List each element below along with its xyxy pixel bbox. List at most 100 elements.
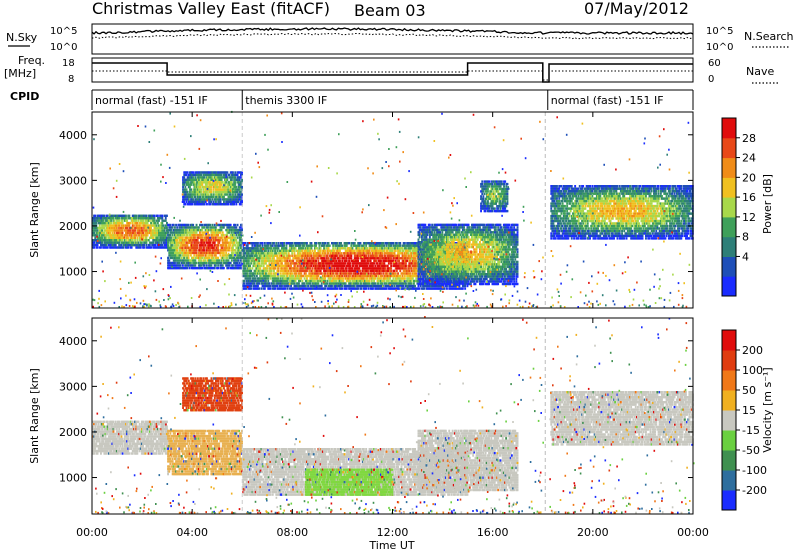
heatmap-cell	[92, 219, 94, 222]
heatmap-cell	[319, 277, 322, 280]
heatmap-cell	[223, 173, 225, 177]
heatmap-cell	[299, 252, 302, 255]
heatmap-cell	[127, 217, 130, 220]
heatmap-cell	[96, 231, 99, 235]
heatmap-cell	[225, 198, 228, 201]
heatmap-cell	[226, 203, 229, 206]
heatmap-cell	[134, 214, 136, 217]
heatmap-cell	[255, 282, 258, 285]
heatmap-cell	[198, 190, 200, 194]
heatmap-cell	[302, 242, 305, 245]
heatmap-cell	[417, 279, 420, 283]
heatmap-cell	[228, 200, 231, 203]
heatmap-cell	[174, 251, 176, 255]
heatmap-cell	[353, 284, 356, 288]
heatmap-cell	[296, 252, 299, 255]
heatmap-cell	[218, 198, 221, 201]
heatmap-cell	[130, 236, 133, 239]
heatmap-cell	[215, 188, 217, 191]
heatmap-cell	[353, 242, 356, 245]
heatmap-cell	[221, 231, 224, 234]
heatmap-cell	[249, 254, 251, 257]
heatmap-cell	[163, 243, 166, 247]
heatmap-cell	[360, 284, 363, 288]
heatmap-cell	[408, 247, 411, 250]
heatmap-cell	[372, 269, 374, 273]
heatmap-cell	[288, 242, 291, 245]
heatmap-cell	[153, 219, 156, 222]
heatmap-cell	[372, 264, 374, 268]
heatmap-cell	[320, 244, 323, 247]
heatmap-cell	[308, 257, 311, 260]
heatmap-cell	[306, 264, 308, 268]
heatmap-cell	[395, 282, 398, 285]
heatmap-cell	[390, 254, 393, 257]
heatmap-cell	[236, 231, 239, 234]
heatmap-cell	[237, 251, 240, 255]
heatmap-cell	[378, 284, 381, 288]
heatmap-cell	[135, 224, 138, 227]
heatmap-cell	[378, 287, 381, 290]
heatmap-cell	[226, 233, 229, 237]
heatmap-cell	[384, 259, 387, 263]
heatmap-cell	[131, 214, 134, 217]
heatmap-cell	[415, 262, 418, 265]
heatmap-cell	[155, 214, 158, 217]
heatmap-cell	[368, 244, 371, 247]
heatmap-cell	[350, 267, 353, 270]
heatmap-cell	[333, 267, 336, 270]
heatmap-cell	[369, 244, 372, 247]
heatmap-cell	[215, 178, 217, 181]
heatmap-cell	[257, 267, 259, 270]
heatmap-cell	[204, 233, 207, 237]
heatmap-cell	[323, 282, 325, 285]
heatmap-cell	[406, 249, 409, 252]
heatmap-cell	[410, 244, 413, 247]
heatmap-cell	[392, 282, 395, 285]
heatmap-cell	[317, 267, 320, 270]
heatmap-cell	[246, 269, 249, 273]
heatmap-cell	[263, 282, 266, 285]
heatmap-cell	[286, 267, 289, 270]
heatmap-cell	[191, 256, 193, 260]
heatmap-cell	[238, 256, 241, 260]
heatmap-cell	[211, 195, 214, 199]
heatmap-cell	[238, 195, 241, 199]
heatmap-cell	[390, 252, 393, 255]
heatmap-cell	[199, 236, 201, 239]
heatmap-cell	[312, 284, 315, 288]
heatmap-cell	[203, 173, 206, 177]
heatmap-cell	[203, 236, 206, 239]
heatmap-cell	[298, 284, 300, 288]
heatmap-cell	[281, 242, 283, 245]
heatmap-cell	[408, 277, 411, 280]
heatmap-cell	[136, 221, 139, 225]
power-panel	[91, 110, 694, 309]
heatmap-cell	[110, 219, 113, 222]
heatmap-cell	[353, 244, 356, 247]
heatmap-cell	[308, 249, 311, 252]
heatmap-cell	[399, 244, 402, 247]
heatmap-cell	[110, 214, 113, 217]
heatmap-cell	[296, 249, 299, 252]
heatmap-cell	[296, 282, 299, 285]
heatmap-cell	[381, 262, 383, 265]
heatmap-cell	[300, 259, 303, 263]
heatmap-cell	[352, 284, 355, 288]
heatmap-cell	[416, 262, 419, 265]
heatmap-cell	[177, 254, 180, 257]
heatmap-cell	[360, 274, 363, 278]
heatmap-cell	[349, 257, 352, 260]
heatmap-cell	[200, 203, 203, 206]
heatmap-cell	[303, 284, 306, 288]
heatmap-cell	[219, 195, 222, 199]
heatmap-cell	[190, 200, 192, 203]
heatmap-cell	[194, 259, 197, 262]
heatmap-cell	[203, 231, 206, 234]
heatmap-cell	[130, 219, 133, 222]
heatmap-cell	[352, 269, 355, 273]
heatmap-cell	[242, 249, 245, 252]
heatmap-cell	[309, 272, 312, 275]
heatmap-cell	[117, 217, 119, 220]
heatmap-cell	[240, 264, 242, 267]
